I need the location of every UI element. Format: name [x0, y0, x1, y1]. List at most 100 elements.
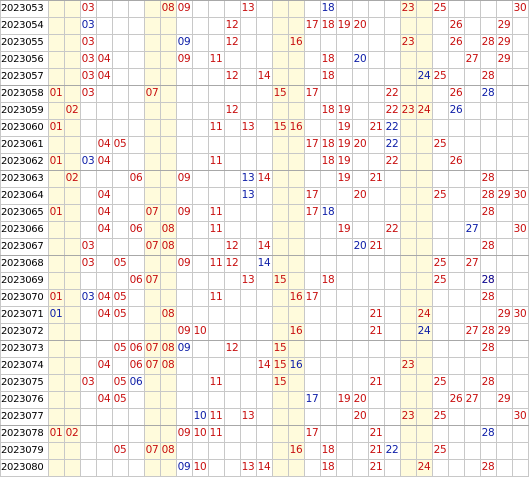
issue-number: 2023067 — [1, 241, 44, 252]
grid-hline — [0, 68, 529, 69]
red-ball-number: 09 — [177, 257, 191, 269]
red-ball-number: 10 — [193, 325, 207, 337]
red-ball-number: 26 — [449, 393, 463, 405]
red-ball-number: 19 — [337, 104, 351, 116]
red-ball-number: 03 — [81, 87, 95, 99]
red-ball-number: 05 — [113, 138, 127, 150]
red-ball-number: 10 — [193, 461, 207, 473]
red-ball-number: 03 — [81, 53, 95, 65]
issue-number: 2023078 — [1, 428, 44, 439]
red-ball-number: 04 — [97, 53, 111, 65]
blue-ball-number: 28 — [481, 87, 495, 99]
red-ball-number: 02 — [65, 427, 79, 439]
blue-ball-number: 18 — [321, 2, 335, 14]
red-ball-number: 05 — [113, 342, 127, 354]
red-ball-number: 19 — [337, 121, 351, 133]
red-ball-number: 06 — [129, 223, 143, 235]
red-ball-number: 18 — [321, 53, 335, 65]
red-ball-number: 27 — [465, 393, 479, 405]
red-ball-number: 22 — [385, 87, 399, 99]
red-ball-number: 06 — [129, 172, 143, 184]
red-ball-number: 11 — [209, 121, 223, 133]
red-ball-number: 13 — [241, 121, 255, 133]
red-ball-number: 26 — [449, 36, 463, 48]
red-ball-number: 25 — [433, 2, 447, 14]
red-ball-number: 04 — [97, 189, 111, 201]
red-ball-number: 08 — [161, 223, 175, 235]
red-ball-number: 23 — [401, 36, 415, 48]
grid-hline — [0, 119, 529, 120]
red-ball-number: 07 — [145, 274, 159, 286]
red-ball-number: 01 — [49, 155, 63, 167]
blue-ball-number: 03 — [81, 291, 95, 303]
red-ball-number: 05 — [113, 376, 127, 388]
issue-number: 2023055 — [1, 37, 44, 48]
red-ball-number: 29 — [497, 393, 511, 405]
red-ball-number: 05 — [113, 291, 127, 303]
red-ball-number: 18 — [321, 104, 335, 116]
blue-ball-number: 20 — [353, 53, 367, 65]
red-ball-number: 27 — [465, 325, 479, 337]
red-ball-number: 22 — [385, 155, 399, 167]
red-ball-number: 25 — [433, 376, 447, 388]
red-ball-number: 21 — [369, 444, 383, 456]
red-ball-number: 29 — [497, 308, 511, 320]
red-ball-number: 01 — [49, 121, 63, 133]
red-ball-number: 13 — [241, 2, 255, 14]
red-ball-number: 09 — [177, 325, 191, 337]
red-ball-number: 20 — [353, 138, 367, 150]
red-ball-number: 22 — [385, 223, 399, 235]
red-ball-number: 05 — [113, 444, 127, 456]
red-ball-number: 15 — [273, 121, 287, 133]
issue-number: 2023069 — [1, 275, 44, 286]
red-ball-number: 25 — [433, 138, 447, 150]
red-ball-number: 14 — [257, 359, 271, 371]
red-ball-number: 13 — [241, 410, 255, 422]
red-ball-number: 19 — [337, 19, 351, 31]
issue-number: 2023080 — [1, 462, 44, 473]
grid-hline — [0, 85, 529, 86]
red-ball-number: 30 — [513, 223, 527, 235]
red-ball-number: 09 — [177, 172, 191, 184]
red-ball-number: 23 — [401, 359, 415, 371]
red-ball-number: 14 — [257, 70, 271, 82]
grid-hline — [0, 340, 529, 341]
red-ball-number: 17 — [305, 189, 319, 201]
red-ball-number: 17 — [305, 87, 319, 99]
red-ball-number: 18 — [321, 444, 335, 456]
red-ball-number: 12 — [225, 257, 239, 269]
red-ball-number: 12 — [225, 342, 239, 354]
issue-number: 2023068 — [1, 258, 44, 269]
blue-ball-number: 01 — [49, 308, 63, 320]
red-ball-number: 30 — [513, 308, 527, 320]
red-ball-number: 24 — [417, 104, 431, 116]
red-ball-number: 18 — [321, 19, 335, 31]
red-ball-number: 03 — [81, 70, 95, 82]
red-ball-number: 17 — [305, 138, 319, 150]
blue-ball-number: 14 — [257, 257, 271, 269]
red-ball-number: 01 — [49, 291, 63, 303]
red-ball-number: 07 — [145, 240, 159, 252]
red-ball-number: 19 — [337, 155, 351, 167]
grid-hline — [0, 323, 529, 324]
red-ball-number: 09 — [177, 2, 191, 14]
red-ball-number: 25 — [433, 70, 447, 82]
red-ball-number: 12 — [225, 19, 239, 31]
red-ball-number: 17 — [305, 206, 319, 218]
red-ball-number: 12 — [225, 70, 239, 82]
red-ball-number: 21 — [369, 240, 383, 252]
red-ball-number: 19 — [337, 393, 351, 405]
blue-ball-number: 17 — [305, 393, 319, 405]
red-ball-number: 25 — [433, 189, 447, 201]
red-ball-number: 08 — [161, 342, 175, 354]
red-ball-number: 19 — [337, 223, 351, 235]
grid-hline — [0, 187, 529, 188]
red-ball-number: 18 — [321, 138, 335, 150]
red-ball-number: 17 — [305, 19, 319, 31]
grid-hline — [0, 0, 529, 1]
red-ball-number: 09 — [177, 53, 191, 65]
issue-number: 2023075 — [1, 377, 44, 388]
red-ball-number: 11 — [209, 376, 223, 388]
red-ball-number: 15 — [273, 376, 287, 388]
